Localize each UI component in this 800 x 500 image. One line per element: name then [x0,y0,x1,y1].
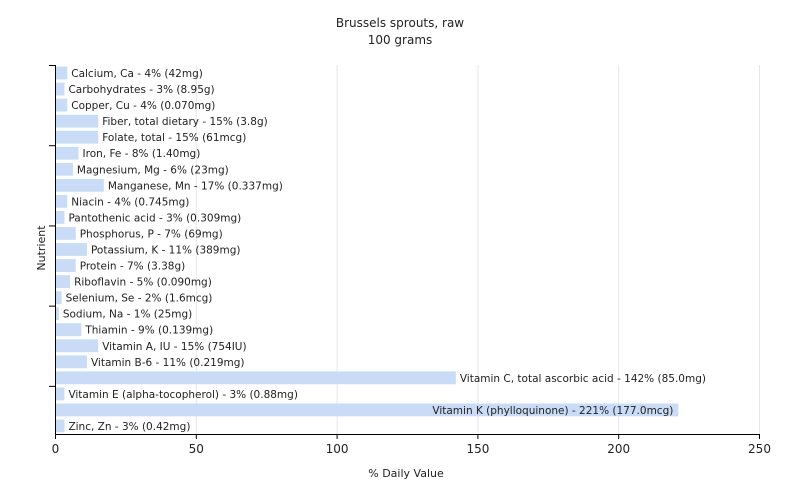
bar [56,227,76,240]
bar-label: Folate, total - 15% (61mcg) [102,132,246,144]
bar-label: Phosphorus, P - 7% (69mg) [80,228,223,240]
bar-label: Selenium, Se - 2% (1.6mcg) [66,293,213,305]
axes: 0 50 100 150 200 250 [49,65,771,456]
x-tick-label: 250 [748,442,771,456]
bar-label: Riboflavin - 5% (0.090mg) [74,277,212,289]
bar-label: Thiamin - 9% (0.139mg) [84,325,213,337]
x-tick-label: 150 [466,442,489,456]
bar [56,243,87,256]
bar-label: Vitamin K (phylloquinone) - 221% (177.0m… [432,405,673,417]
chart-title: Brussels sprouts, raw [336,16,464,30]
x-axis-label: % Daily Value [368,467,444,480]
bar-label: Zinc, Zn - 3% (0.42mg) [68,421,190,433]
bar [56,339,99,353]
bar-label: Potassium, K - 11% (389mg) [91,245,241,257]
bar-label: Copper, Cu - 4% (0.070mg) [71,100,215,112]
bar-label: Vitamin C, total ascorbic acid - 142% (8… [460,373,706,385]
chart-subtitle: 100 grams [368,33,433,47]
bar-label: Niacin - 4% (0.745mg) [71,196,189,208]
bar [56,403,679,417]
bar [56,130,99,144]
bar [56,82,65,96]
bar-label: Protein - 7% (3.38g) [80,261,186,273]
bar [56,259,76,272]
bars: Calcium, Ca - 4% (42mg) Carbohydrates - 3… [56,66,706,433]
bar [56,291,62,305]
bar-label: Calcium, Ca - 4% (42mg) [71,68,203,80]
bar-label: Carbohydrates - 3% (8.95g) [68,84,214,96]
bar-label: Sodium, Na - 1% (25mg) [63,309,192,321]
x-tick-label: 50 [189,442,204,456]
bar [56,98,68,112]
bar [56,146,79,160]
bar-label: Vitamin A, IU - 15% (754IU) [102,341,246,353]
bar-label: Fiber, total dietary - 15% (3.8g) [102,116,267,128]
bar [56,371,456,385]
bar-label: Magnesium, Mg - 6% (23mg) [77,164,229,176]
bar [56,178,104,192]
bar [56,307,59,321]
bar [56,194,68,208]
bar-label: Vitamin B-6 - 11% (0.219mg) [91,357,245,369]
bar [56,387,65,401]
bar [56,114,99,128]
y-axis-label: Nutrient [35,225,48,271]
bar [56,162,73,176]
x-tick-label: 100 [326,442,349,456]
x-tick-label: 0 [52,442,60,456]
bar [56,419,65,433]
bar-label: Iron, Fe - 8% (1.40mg) [83,148,201,160]
bar [56,66,68,80]
bar-label: Manganese, Mn - 17% (0.337mg) [108,180,283,192]
bar [56,323,82,337]
x-tick-label: 200 [607,442,630,456]
bar [56,355,87,369]
bar [56,210,65,224]
bar-label: Pantothenic acid - 3% (0.309mg) [68,212,241,224]
bar-label: Vitamin E (alpha-tocopherol) - 3% (0.88m… [68,389,298,401]
bar [56,275,71,289]
